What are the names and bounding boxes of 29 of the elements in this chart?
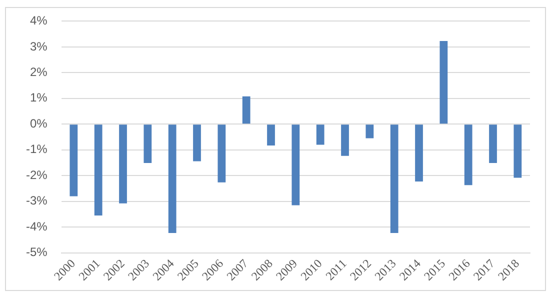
bar [218, 124, 226, 182]
y-tick-label: -4% [26, 219, 48, 234]
bar [70, 124, 78, 196]
bar [489, 124, 497, 164]
y-tick-label: 1% [30, 90, 48, 105]
y-tick-label: -3% [26, 194, 48, 208]
y-tick-label: 3% [30, 39, 48, 54]
bar [119, 124, 127, 204]
bar [390, 124, 398, 234]
bar [464, 124, 472, 186]
y-tick-label: 0% [30, 116, 48, 130]
y-tick-label: -1% [26, 142, 48, 156]
y-tick-label: -2% [26, 168, 48, 182]
bar [267, 124, 275, 146]
bar [193, 124, 201, 162]
bar [366, 124, 374, 138]
bar [144, 124, 152, 164]
bar [341, 124, 349, 156]
bar [514, 124, 522, 178]
bar [292, 124, 300, 206]
bar [316, 124, 324, 145]
y-tick-label: -5% [26, 245, 48, 260]
bar [242, 96, 250, 124]
bar [168, 124, 176, 234]
y-tick-label: 4% [30, 14, 48, 28]
bar [440, 41, 448, 124]
y-tick-label: 2% [30, 64, 48, 79]
bar [415, 124, 423, 182]
bar [94, 124, 102, 216]
